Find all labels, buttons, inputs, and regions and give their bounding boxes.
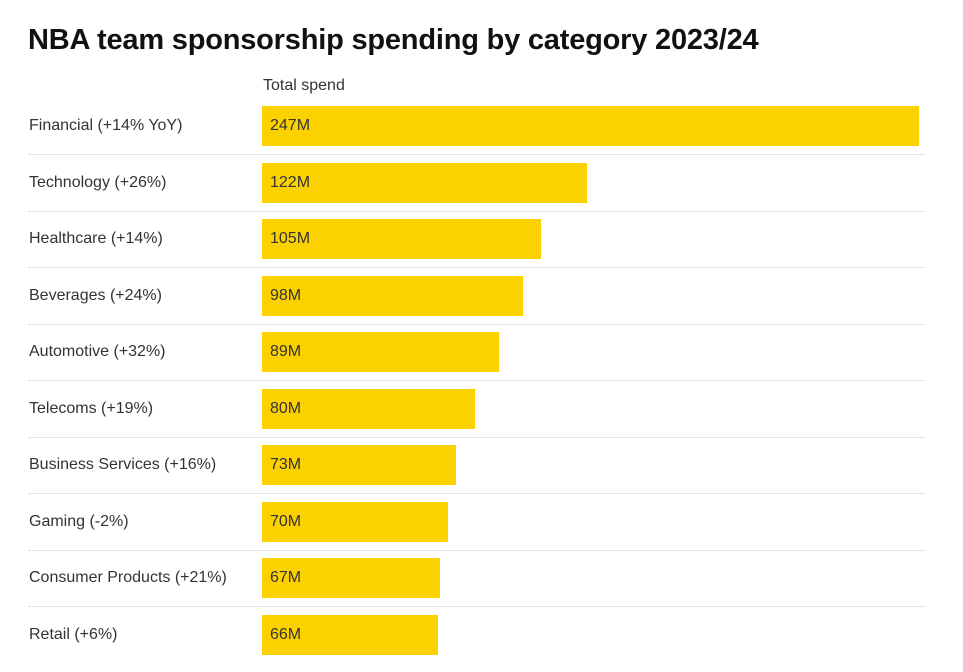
category-label: Retail (+6%) xyxy=(29,625,118,643)
bar-row: Gaming (-2%) 70M xyxy=(0,501,963,558)
bar-row: Financial (+14% YoY) 247M xyxy=(0,106,963,162)
bar-row: Beverages (+24%) 98M xyxy=(0,275,963,332)
chart-title: NBA team sponsorship spending by categor… xyxy=(28,24,759,56)
bar: 247M xyxy=(262,106,919,146)
bar: 73M xyxy=(262,445,457,485)
category-label: Telecoms (+19%) xyxy=(29,399,154,417)
category-label: Technology (+26%) xyxy=(29,173,167,191)
value-label: 98M xyxy=(270,286,302,304)
category-label: Healthcare (+14%) xyxy=(29,230,163,247)
row-divider xyxy=(29,267,925,268)
category-label: Business Services (+16%) xyxy=(29,456,217,473)
bar: 70M xyxy=(262,501,449,542)
bar: 89M xyxy=(262,332,499,372)
bar-row: Consumer Products (+21%) 67M xyxy=(0,558,963,614)
bar-row: Technology (+26%) 122M xyxy=(0,162,963,219)
category-label: Financial (+14% YoY) xyxy=(29,117,183,134)
row-divider xyxy=(29,549,925,551)
bar-row: Automotive (+32%) 89M xyxy=(0,332,963,388)
value-label: 247M xyxy=(270,117,311,134)
category-label: Gaming (-2%) xyxy=(29,512,129,530)
bar-row: Business Services (+16%) 73M xyxy=(0,445,963,501)
value-label: 122M xyxy=(270,173,311,191)
value-label: 70M xyxy=(270,512,302,530)
column-header: Total spend xyxy=(263,77,345,94)
bar: 98M xyxy=(262,275,523,316)
row-divider xyxy=(29,606,925,607)
value-label: 105M xyxy=(270,230,311,247)
bar-row: Retail (+6%) 66M xyxy=(0,614,963,671)
bar: 105M xyxy=(262,219,542,259)
category-label: Beverages (+24%) xyxy=(29,286,162,304)
category-label: Consumer Products (+21%) xyxy=(29,569,227,586)
value-label: 80M xyxy=(270,399,302,417)
category-label: Automotive (+32%) xyxy=(29,343,166,360)
bar-row: Telecoms (+19%) 80M xyxy=(0,388,963,445)
value-label: 66M xyxy=(270,625,302,643)
bar-row: Healthcare (+14%) 105M xyxy=(0,219,963,275)
bar: 66M xyxy=(262,614,438,655)
row-divider xyxy=(29,323,925,325)
bar: 80M xyxy=(262,388,475,429)
row-divider xyxy=(29,210,925,212)
value-label: 67M xyxy=(270,569,302,586)
value-label: 89M xyxy=(270,343,302,360)
row-divider xyxy=(29,380,925,381)
row-divider xyxy=(29,154,925,155)
value-label: 73M xyxy=(270,456,302,473)
row-divider xyxy=(29,493,925,494)
bar: 122M xyxy=(262,162,587,203)
bar: 67M xyxy=(262,558,441,598)
row-divider xyxy=(29,436,925,438)
